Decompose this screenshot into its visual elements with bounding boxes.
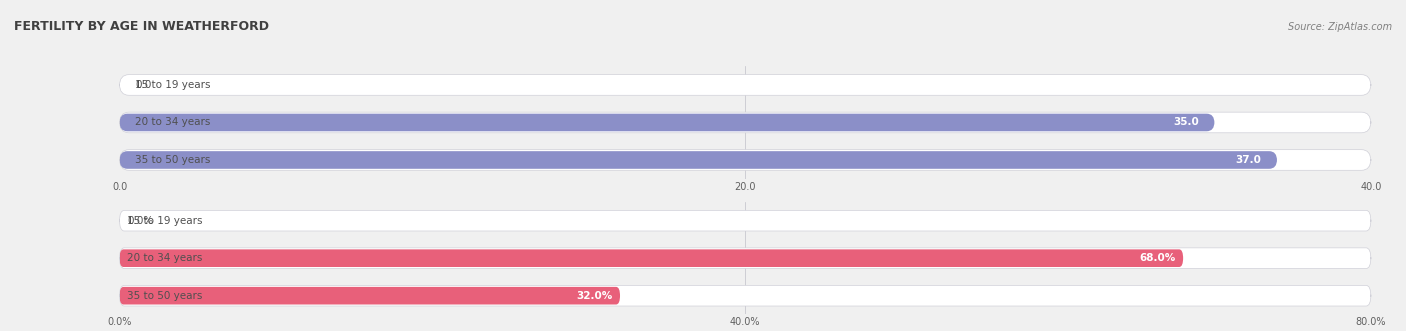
Text: 0.0: 0.0 <box>135 80 152 90</box>
Text: 15 to 19 years: 15 to 19 years <box>135 80 211 90</box>
Text: 20 to 34 years: 20 to 34 years <box>128 253 202 263</box>
Text: 32.0%: 32.0% <box>576 291 612 301</box>
Text: 35 to 50 years: 35 to 50 years <box>128 291 202 301</box>
Text: 20 to 34 years: 20 to 34 years <box>135 118 211 127</box>
FancyBboxPatch shape <box>120 211 1371 231</box>
FancyBboxPatch shape <box>120 285 1371 306</box>
FancyBboxPatch shape <box>120 248 1371 268</box>
FancyBboxPatch shape <box>120 150 1371 170</box>
FancyBboxPatch shape <box>120 151 1277 169</box>
Text: FERTILITY BY AGE IN WEATHERFORD: FERTILITY BY AGE IN WEATHERFORD <box>14 20 269 33</box>
FancyBboxPatch shape <box>120 287 620 305</box>
Text: 35.0: 35.0 <box>1173 118 1199 127</box>
Text: 35 to 50 years: 35 to 50 years <box>135 155 211 165</box>
Text: Source: ZipAtlas.com: Source: ZipAtlas.com <box>1288 22 1392 32</box>
FancyBboxPatch shape <box>120 112 1371 133</box>
FancyBboxPatch shape <box>120 114 1215 131</box>
FancyBboxPatch shape <box>120 249 1182 267</box>
Text: 15 to 19 years: 15 to 19 years <box>128 216 202 226</box>
Text: 0.0%: 0.0% <box>128 216 153 226</box>
FancyBboxPatch shape <box>120 74 1371 95</box>
Text: 37.0: 37.0 <box>1236 155 1261 165</box>
Text: 68.0%: 68.0% <box>1139 253 1175 263</box>
